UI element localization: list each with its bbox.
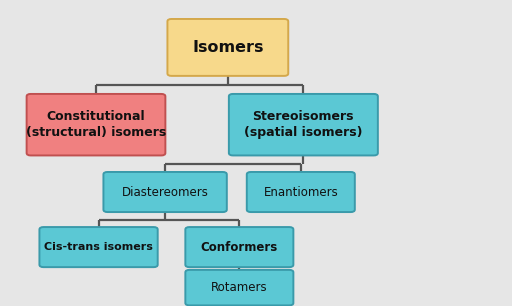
Text: Constitutional
(structural) isomers: Constitutional (structural) isomers bbox=[26, 110, 166, 139]
Text: Enantiomers: Enantiomers bbox=[264, 185, 338, 199]
FancyBboxPatch shape bbox=[247, 172, 355, 212]
FancyBboxPatch shape bbox=[39, 227, 158, 267]
Text: Stereoisomers
(spatial isomers): Stereoisomers (spatial isomers) bbox=[244, 110, 362, 139]
FancyBboxPatch shape bbox=[185, 270, 293, 305]
Text: Isomers: Isomers bbox=[192, 40, 264, 55]
Text: Rotamers: Rotamers bbox=[211, 281, 268, 294]
FancyBboxPatch shape bbox=[229, 94, 378, 155]
Text: Cis-trans isomers: Cis-trans isomers bbox=[44, 242, 153, 252]
Text: Diastereomers: Diastereomers bbox=[122, 185, 208, 199]
Text: Conformers: Conformers bbox=[201, 241, 278, 254]
FancyBboxPatch shape bbox=[27, 94, 165, 155]
FancyBboxPatch shape bbox=[185, 227, 293, 267]
FancyBboxPatch shape bbox=[103, 172, 227, 212]
FancyBboxPatch shape bbox=[167, 19, 288, 76]
